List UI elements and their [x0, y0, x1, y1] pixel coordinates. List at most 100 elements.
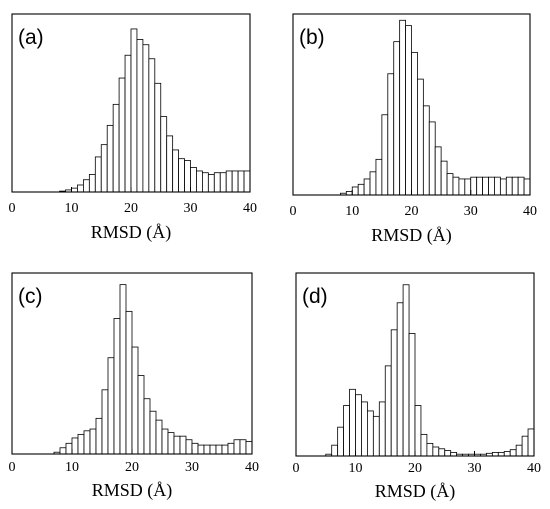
- histogram-bar: [378, 401, 386, 457]
- histogram-bar: [233, 439, 241, 455]
- histogram-bar: [387, 73, 395, 196]
- histogram-bar: [107, 357, 115, 455]
- histogram-bar: [106, 124, 114, 193]
- histogram-bar: [505, 176, 513, 196]
- histogram-bar: [113, 318, 121, 455]
- histogram-bar: [343, 405, 350, 457]
- x-tick-label: 0: [293, 461, 300, 476]
- histogram-panel-1: 0 10 20 30 40 RMSD (Å) (a): [9, 13, 257, 243]
- histogram-bar: [83, 430, 91, 455]
- x-tick-label: 20: [125, 460, 139, 475]
- histogram-bar: [351, 186, 359, 196]
- histogram-bar: [77, 184, 84, 193]
- histogram-bar: [197, 444, 205, 455]
- histogram-bar: [155, 419, 163, 455]
- histogram-bar: [94, 156, 102, 193]
- x-tick-label: 20: [405, 204, 419, 219]
- histogram-bar: [375, 158, 383, 196]
- histogram-bar: [143, 398, 151, 455]
- x-axis-label: RMSD (Å): [371, 225, 452, 246]
- panel-label: (a): [18, 26, 44, 49]
- histogram-bar: [366, 410, 374, 457]
- histogram-bar: [201, 172, 209, 193]
- histogram-bar: [190, 167, 197, 193]
- histogram-bar: [124, 54, 132, 193]
- histogram-bar: [446, 173, 454, 196]
- histogram-bar: [219, 172, 227, 193]
- x-tick-label: 20: [124, 201, 138, 216]
- panel-label: (b): [299, 26, 325, 49]
- histogram-bar: [509, 449, 517, 457]
- histogram-bar: [136, 39, 144, 193]
- histogram-bar: [440, 160, 448, 196]
- histogram-bar: [444, 450, 452, 457]
- histogram-bar: [178, 158, 185, 193]
- histogram-bar: [503, 451, 511, 457]
- x-tick-label: 0: [9, 460, 16, 475]
- histogram-bar: [452, 176, 460, 196]
- histogram-bar: [83, 179, 90, 193]
- histogram-bar: [420, 433, 428, 457]
- histogram-bar: [100, 144, 108, 193]
- histogram-bar: [411, 51, 418, 196]
- panel-label: (d): [302, 285, 328, 308]
- x-tick-label: 10: [345, 204, 359, 219]
- histogram-bar: [476, 176, 484, 196]
- histogram-bar: [172, 149, 179, 193]
- histogram-bar: [245, 441, 253, 455]
- x-axis-label: RMSD (Å): [375, 481, 456, 502]
- x-tick-label: 30: [185, 460, 199, 475]
- histogram-bar: [349, 388, 356, 457]
- histogram-bar: [185, 439, 193, 455]
- histogram-bar: [521, 435, 529, 457]
- histogram-bar: [363, 178, 371, 196]
- panel-label: (c): [18, 285, 43, 308]
- histogram-bar: [225, 170, 233, 193]
- x-tick-label: 40: [527, 461, 541, 476]
- histogram-panel-4: 0 10 20 30 40 RMSD (Å) (d): [293, 272, 541, 502]
- histogram-bar: [470, 176, 478, 196]
- histogram-bar: [160, 116, 168, 193]
- histogram-bar: [215, 444, 223, 455]
- histogram-bar: [405, 25, 412, 196]
- histogram-bar: [393, 41, 401, 196]
- histogram-bar: [331, 444, 339, 457]
- histogram-bar: [179, 435, 187, 455]
- histogram-bar: [237, 170, 245, 193]
- histogram-bar: [399, 19, 406, 196]
- x-tick-label: 10: [65, 201, 79, 216]
- histogram-bar: [227, 442, 235, 455]
- histogram-bar: [196, 170, 203, 193]
- histogram-bar: [414, 405, 422, 457]
- x-axis-label: RMSD (Å): [91, 222, 172, 243]
- histogram-bar: [130, 28, 138, 193]
- x-axis-label: RMSD (Å): [92, 480, 173, 501]
- x-tick-label: 20: [408, 461, 422, 476]
- histogram-bar: [384, 365, 392, 457]
- histogram-bar: [488, 176, 495, 196]
- histogram-bar: [71, 437, 79, 455]
- histogram-bar: [119, 284, 127, 455]
- histogram-bar: [191, 442, 199, 455]
- histogram-bar: [65, 442, 73, 455]
- x-tick-label: 0: [290, 204, 297, 219]
- histogram-bar: [428, 121, 436, 196]
- histogram-bar: [408, 333, 416, 457]
- histogram-bar: [77, 433, 85, 455]
- histogram-panel-2: 0 10 20 30 40 RMSD (Å) (b): [290, 13, 537, 246]
- histogram-bar: [417, 78, 424, 196]
- histogram-bar: [161, 428, 169, 455]
- histogram-bar: [167, 432, 175, 455]
- histogram-bar: [381, 114, 389, 196]
- histogram-bar: [369, 171, 377, 196]
- x-tick-label: 40: [243, 201, 257, 216]
- histogram-bar: [207, 174, 215, 193]
- histogram-bar: [209, 444, 217, 455]
- histogram-bar: [402, 284, 410, 457]
- histogram-bar: [95, 417, 103, 455]
- histogram-bar: [494, 176, 501, 196]
- histogram-bar: [396, 302, 404, 457]
- histogram-bar: [372, 415, 380, 457]
- histogram-bar: [131, 346, 139, 455]
- histogram-bar: [213, 172, 221, 193]
